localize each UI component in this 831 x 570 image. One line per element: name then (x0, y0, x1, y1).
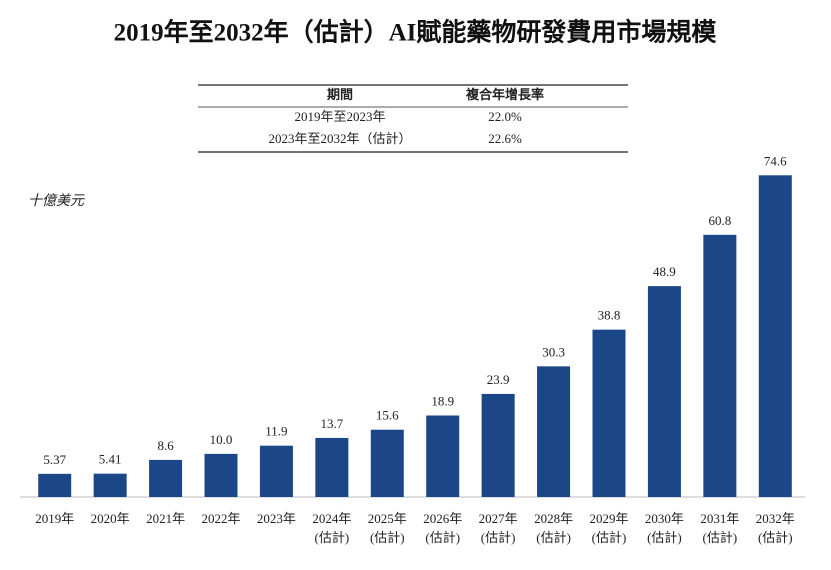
table-cell: 2019年至2023年 (294, 109, 385, 124)
x-tick-label: 2028年 (534, 511, 573, 526)
x-tick-label: 2027年 (479, 511, 518, 526)
value-label: 8.6 (157, 438, 174, 453)
value-label: 23.9 (487, 372, 510, 387)
x-tick-note: (估計) (425, 530, 460, 545)
value-label: 60.8 (708, 213, 731, 228)
x-tick-note: (估計) (703, 530, 738, 545)
table-cell: 2023年至2032年（估計） (268, 131, 411, 146)
bar (149, 459, 183, 497)
x-tick-label: 2026年 (423, 511, 462, 526)
x-tick-note: (估計) (536, 530, 571, 545)
bar (259, 445, 293, 497)
value-label: 5.37 (43, 452, 66, 467)
x-tick-note: (估計) (370, 530, 405, 545)
bar (647, 286, 681, 497)
value-label: 15.6 (376, 408, 399, 423)
table-cell: 22.6% (488, 131, 522, 146)
value-label: 11.9 (265, 424, 287, 439)
x-tick-label: 2020年 (91, 511, 130, 526)
value-label: 10.0 (210, 432, 233, 447)
x-tick-label: 2029年 (589, 511, 628, 526)
bar (703, 234, 737, 498)
unit-label: 十億美元 (28, 193, 85, 209)
bar (537, 366, 571, 497)
x-tick-label: 2021年 (146, 511, 185, 526)
bar (370, 429, 404, 497)
x-tick-note: (估計) (481, 530, 516, 545)
table-header: 複合年增長率 (465, 87, 544, 102)
table-cell: 22.0% (488, 109, 522, 124)
bar (204, 453, 238, 497)
x-tick-label: 2023年 (257, 511, 296, 526)
chart-title: 2019年至2032年（估計）AI賦能藥物研發費用市場規模 (114, 18, 718, 47)
x-tick-label: 2030年 (645, 511, 684, 526)
table-header: 期間 (327, 87, 353, 102)
x-tick-label: 2022年 (201, 511, 240, 526)
bar (426, 415, 460, 497)
value-label: 30.3 (542, 344, 565, 359)
x-tick-label: 2019年 (35, 511, 74, 526)
value-label: 48.9 (653, 264, 676, 279)
x-tick-label: 2032年 (756, 511, 795, 526)
x-tick-label: 2024年 (312, 511, 351, 526)
bar (38, 473, 72, 497)
value-label: 38.8 (598, 308, 621, 323)
x-tick-note: (估計) (592, 530, 627, 545)
x-tick-note: (估計) (758, 530, 793, 545)
bar (315, 437, 349, 497)
x-tick-note: (估計) (315, 530, 350, 545)
x-tick-label: 2031年 (700, 511, 739, 526)
bar (93, 473, 127, 497)
value-label: 13.7 (320, 416, 343, 431)
x-tick-note: (估計) (647, 530, 682, 545)
bar (758, 175, 792, 497)
value-label: 5.41 (99, 452, 122, 467)
bar (481, 393, 515, 497)
value-label: 74.6 (764, 153, 787, 168)
value-label: 18.9 (431, 393, 454, 408)
x-tick-label: 2025年 (368, 511, 407, 526)
bar (592, 329, 626, 497)
